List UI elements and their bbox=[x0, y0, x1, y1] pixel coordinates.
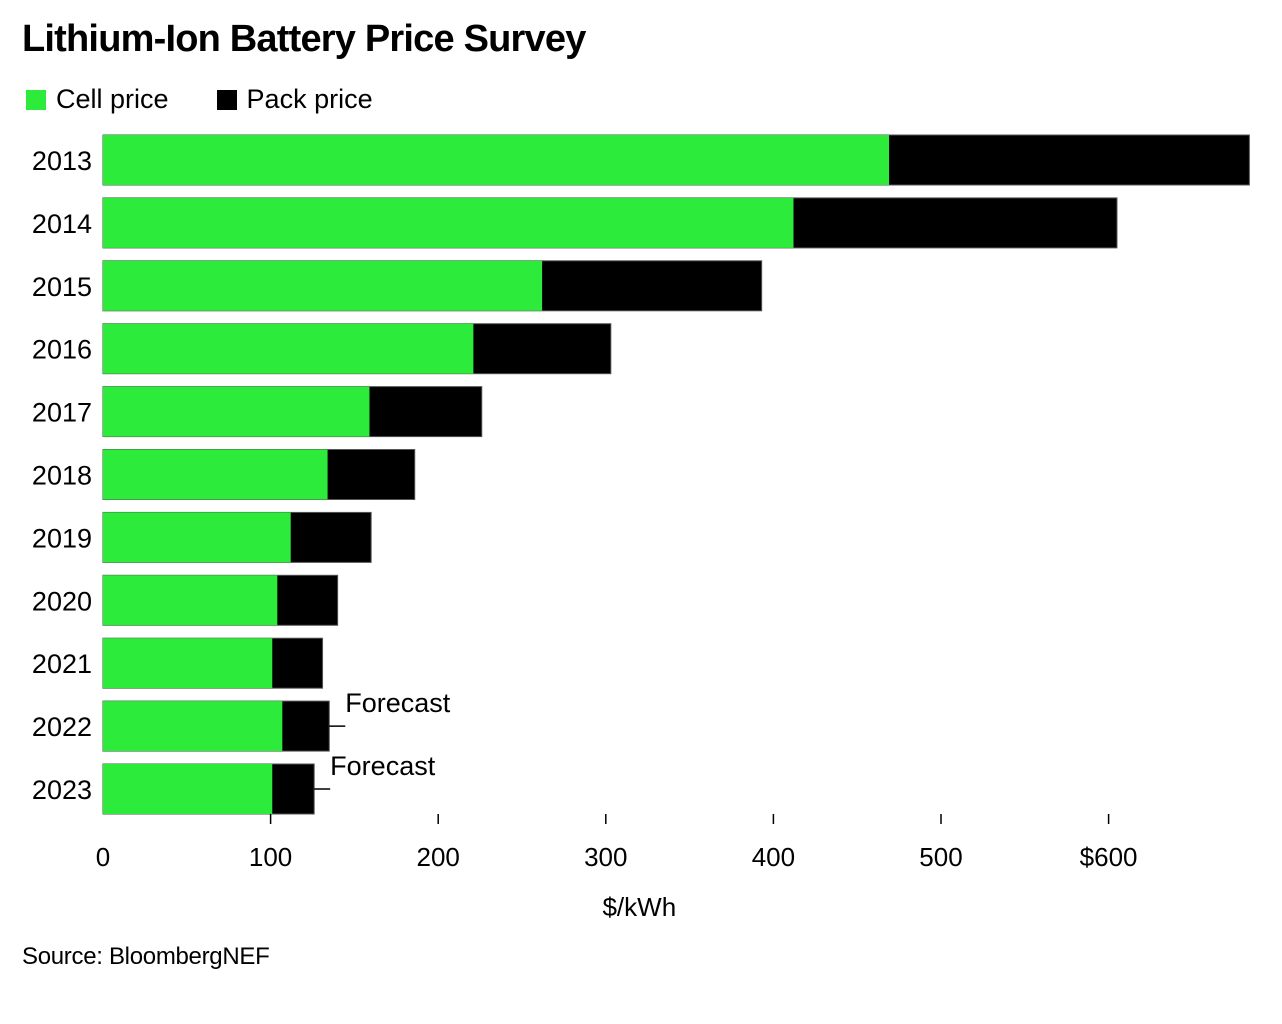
x-tick-label: 0 bbox=[96, 842, 110, 872]
legend-swatch-cell bbox=[26, 89, 46, 110]
bar-cell-2020 bbox=[103, 575, 278, 626]
x-tick-label: 300 bbox=[584, 842, 627, 872]
bar-cell-2013 bbox=[103, 135, 890, 185]
x-tick-label: 500 bbox=[919, 842, 962, 872]
bar-cell-2017 bbox=[103, 386, 370, 437]
legend-label-pack: Pack price bbox=[246, 84, 373, 114]
y-tick-label: 2016 bbox=[32, 335, 92, 365]
x-tick-label: $600 bbox=[1080, 842, 1138, 872]
legend: Cell price Pack price bbox=[26, 84, 421, 115]
x-tick-label: 100 bbox=[249, 842, 292, 872]
legend-label-cell: Cell price bbox=[56, 84, 169, 114]
annotation-forecast: Forecast bbox=[345, 688, 451, 718]
y-tick-label: 2020 bbox=[32, 586, 92, 616]
bar-cell-2019 bbox=[103, 512, 291, 563]
legend-item-pack: Pack price bbox=[216, 84, 373, 115]
source-note: Source: BloombergNEF bbox=[22, 943, 270, 970]
x-tick-label: 400 bbox=[752, 842, 795, 872]
y-tick-label: 2022 bbox=[32, 712, 92, 742]
bar-cell-2018 bbox=[103, 449, 328, 500]
bar-cell-2021 bbox=[103, 638, 273, 689]
x-axis-label: $/kWh bbox=[602, 892, 676, 922]
y-tick-label: 2021 bbox=[32, 649, 92, 679]
y-tick-label: 2023 bbox=[32, 775, 92, 805]
y-tick-label: 2017 bbox=[32, 398, 92, 428]
bar-cell-2014 bbox=[103, 197, 794, 248]
bar-cell-2023 bbox=[103, 764, 273, 814]
y-tick-label: 2014 bbox=[32, 209, 92, 239]
chart-title: Lithium-Ion Battery Price Survey bbox=[22, 18, 586, 60]
y-tick-label: 2015 bbox=[32, 272, 92, 302]
bar-cell-2015 bbox=[103, 260, 543, 311]
bar-cell-2022 bbox=[103, 701, 283, 752]
legend-swatch-pack bbox=[216, 89, 237, 110]
legend-item-cell: Cell price bbox=[26, 84, 169, 115]
y-tick-label: 2013 bbox=[32, 146, 92, 176]
y-tick-label: 2019 bbox=[32, 523, 92, 553]
y-tick-label: 2018 bbox=[32, 461, 92, 491]
x-tick-label: 200 bbox=[417, 842, 460, 872]
annotation-forecast: Forecast bbox=[330, 751, 436, 781]
bar-cell-2016 bbox=[103, 323, 474, 374]
